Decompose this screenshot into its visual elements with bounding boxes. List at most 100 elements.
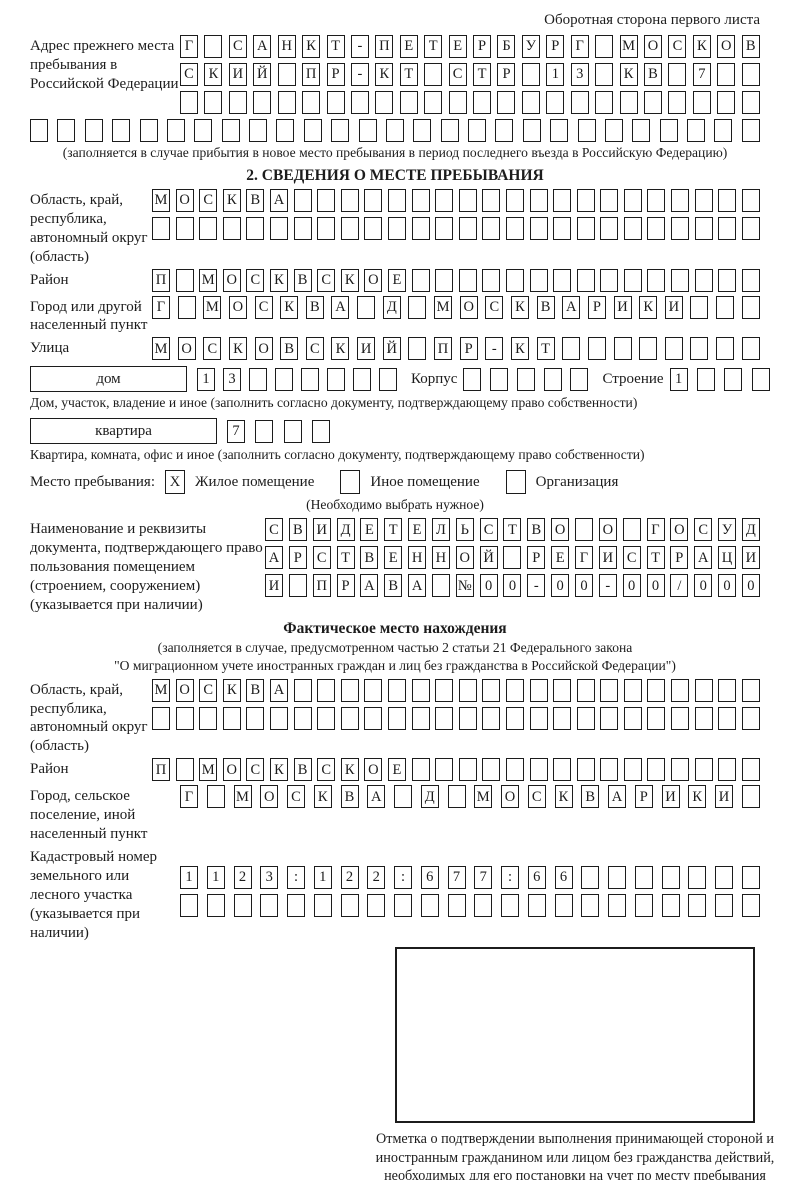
char-cell: С [668, 35, 687, 58]
char-cell [435, 216, 454, 240]
prev-address-row4 [30, 119, 760, 142]
char-cell: К [204, 63, 223, 86]
char-cell [608, 893, 626, 917]
char-cell [435, 268, 454, 292]
char-cell [495, 119, 514, 142]
char-cell: Т [503, 518, 522, 542]
char-cell [587, 337, 606, 361]
char-cell [521, 91, 540, 114]
district-label: Район [30, 271, 69, 288]
char-cell: Ь [455, 518, 474, 542]
char-cell: Г [570, 35, 589, 58]
char-cell: - [598, 574, 617, 598]
actual-location-title: Фактическое место нахождения [283, 619, 507, 637]
char-cell [529, 706, 548, 730]
char-cell [269, 216, 288, 240]
stroenie-cells: 1 [669, 367, 770, 391]
char-cell: Т [646, 546, 665, 570]
char-cell [503, 546, 522, 570]
char-cell: К [313, 785, 332, 809]
char-cell: В [384, 574, 403, 598]
char-cell [331, 119, 350, 142]
char-cell: - [527, 574, 546, 598]
char-cell [554, 893, 573, 917]
char-cell [112, 119, 131, 142]
char-cell [222, 216, 241, 240]
char-cell [246, 216, 265, 240]
char-cell [576, 268, 595, 292]
char-cell: С [527, 785, 546, 809]
char-cell [647, 758, 666, 782]
char-cell [152, 216, 170, 240]
char-cell [634, 893, 653, 917]
document-label: Наименование и реквизиты документа, подт… [30, 521, 263, 613]
char-cell: И [741, 546, 760, 570]
char-cell [595, 35, 614, 58]
char-cell: - [485, 337, 504, 361]
char-cell [529, 188, 548, 212]
char-cell [741, 893, 760, 917]
prev-address-field: Адрес прежнего места пребывания в Россий… [30, 35, 760, 114]
char-cell [581, 893, 600, 917]
char-cell: С [246, 268, 265, 292]
char-cell [482, 188, 501, 212]
char-cell: В [293, 758, 312, 782]
char-cell: М [152, 678, 170, 702]
char-cell: 2 [233, 865, 252, 889]
char-cell [529, 216, 548, 240]
char-cell: П [434, 337, 453, 361]
char-cell: 0 [574, 574, 593, 598]
char-cell: К [340, 758, 359, 782]
char-cell: С [448, 63, 467, 86]
char-cell: К [302, 35, 321, 58]
stay-type-label: Место пребывания: [30, 473, 155, 490]
char-cell: Р [527, 546, 546, 570]
char-cell [741, 758, 760, 782]
char-cell [741, 91, 760, 114]
char-cell: 1 [180, 865, 198, 889]
cadastral-label: Кадастровый номер земельного или лесного… [30, 848, 157, 941]
char-cell: 0 [479, 574, 498, 598]
char-cell: В [288, 518, 307, 542]
char-cell [246, 706, 265, 730]
char-cell: К [269, 758, 288, 782]
char-cell [671, 188, 690, 212]
city-label: Город или другой населенный пункт [30, 298, 148, 334]
char-cell [458, 758, 477, 782]
char-cell [424, 91, 443, 114]
actual-location-note2: "О миграционном учете иностранных гражда… [114, 657, 676, 673]
char-cell [600, 706, 619, 730]
char-cell: Р [336, 574, 355, 598]
char-cell [741, 295, 760, 319]
char-cell: О [175, 188, 194, 212]
char-cell: К [692, 35, 711, 58]
char-cell [448, 91, 467, 114]
char-cell [287, 893, 305, 917]
char-cell [260, 893, 279, 917]
char-cell: В [340, 785, 359, 809]
prev-address-row3 [180, 91, 760, 114]
region-label: Область, край, республика, автономный ок… [30, 191, 148, 265]
char-cell: Г [180, 35, 198, 58]
char-cell: 7 [692, 63, 711, 86]
char-cell: 6 [527, 865, 546, 889]
char-cell: О [598, 518, 617, 542]
char-cell: Е [448, 35, 467, 58]
char-cell: Т [384, 518, 403, 542]
char-cell: - [350, 35, 369, 58]
char-cell: Е [551, 546, 570, 570]
actual-region-field: Область, край, республика, автономный ок… [30, 678, 760, 757]
char-cell: 1 [197, 367, 215, 391]
char-cell: / [670, 574, 689, 598]
region-field: Область, край, республика, автономный ок… [30, 188, 760, 267]
char-cell [553, 706, 572, 730]
char-cell [521, 63, 540, 86]
char-cell [696, 367, 715, 391]
